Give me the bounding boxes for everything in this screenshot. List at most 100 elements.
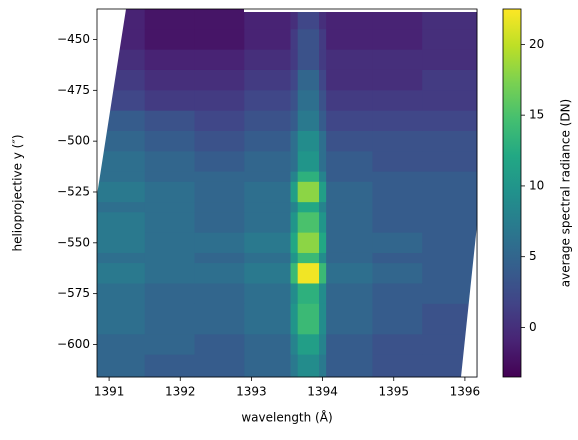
heatmap-cell: [297, 49, 320, 71]
heatmap-cell: [194, 110, 245, 132]
heatmap-cell: [319, 283, 327, 305]
heatmap-cell: [297, 263, 320, 284]
heatmap-cell: [244, 69, 291, 91]
heatmap-cell: [297, 212, 320, 234]
heatmap-cell: [194, 90, 245, 112]
heatmap-cell: [326, 110, 373, 132]
heatmap-cell: [290, 69, 299, 91]
x-tick-label: 1394: [307, 385, 338, 399]
heatmap-cell: [326, 212, 373, 234]
heatmap-cell: [244, 130, 291, 152]
heatmap-cell: [97, 334, 146, 356]
heatmap-cell: [372, 252, 423, 264]
heatmap-cell: [97, 130, 146, 152]
heatmap-cell: [422, 212, 478, 234]
heatmap-cell: [244, 263, 291, 284]
colorbar-tick-label: 10: [529, 178, 544, 192]
heatmap-cell: [319, 212, 327, 234]
heatmap-cell: [326, 69, 373, 91]
heatmap-cell: [372, 303, 423, 335]
heatmap-cell: [144, 334, 195, 356]
heatmap-cell: [319, 69, 327, 91]
heatmap-cell: [297, 9, 320, 30]
heatmap-cell: [326, 283, 373, 305]
heatmap-cell: [244, 181, 291, 203]
heatmap-cell: [372, 151, 423, 173]
heatmap-cell: [422, 232, 478, 254]
heatmap-cell: [144, 9, 195, 30]
heatmap-cell: [290, 232, 299, 254]
heatmap-cell: [244, 303, 291, 335]
heatmap-cell: [144, 110, 195, 132]
heatmap-cell: [372, 283, 423, 305]
heatmap-cell: [194, 130, 245, 152]
heatmap-cell: [244, 171, 291, 183]
heatmap-cell: [422, 90, 478, 112]
heatmap-cell: [297, 151, 320, 173]
heatmap-cell: [194, 283, 245, 305]
heatmap-cell: [319, 9, 327, 30]
y-tick-label: −600: [57, 337, 90, 351]
heatmap-cell: [297, 303, 320, 335]
heatmap-cell: [290, 212, 299, 234]
heatmap-cell: [244, 354, 291, 378]
heatmap-cell: [372, 29, 423, 51]
heatmap-cell: [290, 283, 299, 305]
heatmap-cell: [372, 49, 423, 71]
heatmap-cell: [422, 283, 478, 305]
heatmap-cell: [244, 151, 291, 173]
heatmap-cell: [326, 202, 373, 213]
heatmap-cell: [319, 303, 327, 335]
colorbar-tick-label: 15: [529, 108, 544, 122]
y-tick-label: −550: [57, 235, 90, 249]
heatmap-cell: [319, 252, 327, 264]
heatmap-cell: [290, 151, 299, 173]
heatmap-cell: [319, 263, 327, 284]
heatmap-cell: [97, 354, 146, 378]
heatmap-cell: [290, 354, 299, 378]
heatmap-cell: [194, 181, 245, 203]
heatmap-cell: [319, 110, 327, 132]
heatmap-cell: [326, 181, 373, 203]
heatmap-cell: [194, 252, 245, 264]
heatmap-cell: [144, 202, 195, 213]
heatmap-cell: [194, 202, 245, 213]
heatmap-cell: [194, 303, 245, 335]
heatmap-cell: [326, 334, 373, 356]
heatmap-cell: [372, 212, 423, 234]
heatmap-cell: [194, 69, 245, 91]
y-tick-label: −450: [57, 32, 90, 46]
heatmap-cell: [319, 130, 327, 152]
x-tick-label: 1395: [378, 385, 409, 399]
heatmap-cell: [290, 9, 299, 30]
heatmap-cell: [319, 334, 327, 356]
heatmap-cell: [194, 263, 245, 284]
heatmap-cell: [144, 171, 195, 183]
heatmap-cell: [244, 202, 291, 213]
heatmap-cell: [297, 171, 320, 183]
heatmap-cell: [326, 171, 373, 183]
x-tick-label: 1392: [165, 385, 196, 399]
heatmap-cell: [326, 151, 373, 173]
masked-region: [244, 9, 477, 12]
heatmap-cell: [144, 151, 195, 173]
heatmap-cell: [144, 49, 195, 71]
heatmap-cell: [372, 263, 423, 284]
y-tick-label: −575: [57, 286, 90, 300]
heatmap-cell: [297, 181, 320, 203]
y-axis-label: helioprojective y (″): [11, 134, 25, 251]
heatmap-cell: [97, 283, 146, 305]
heatmap-cell: [372, 202, 423, 213]
heatmap-cell: [422, 171, 478, 183]
heatmap-cell: [290, 252, 299, 264]
heatmap-cell: [194, 354, 245, 378]
heatmap-cell: [422, 202, 478, 213]
heatmap-cell: [372, 69, 423, 91]
heatmap-cell: [97, 252, 146, 264]
heatmap-cell: [422, 181, 478, 203]
heatmap-cell: [244, 232, 291, 254]
heatmap-cell: [319, 202, 327, 213]
x-tick-label: 1393: [236, 385, 267, 399]
plot-frame: [96, 8, 478, 378]
heatmap-cell: [244, 9, 291, 30]
